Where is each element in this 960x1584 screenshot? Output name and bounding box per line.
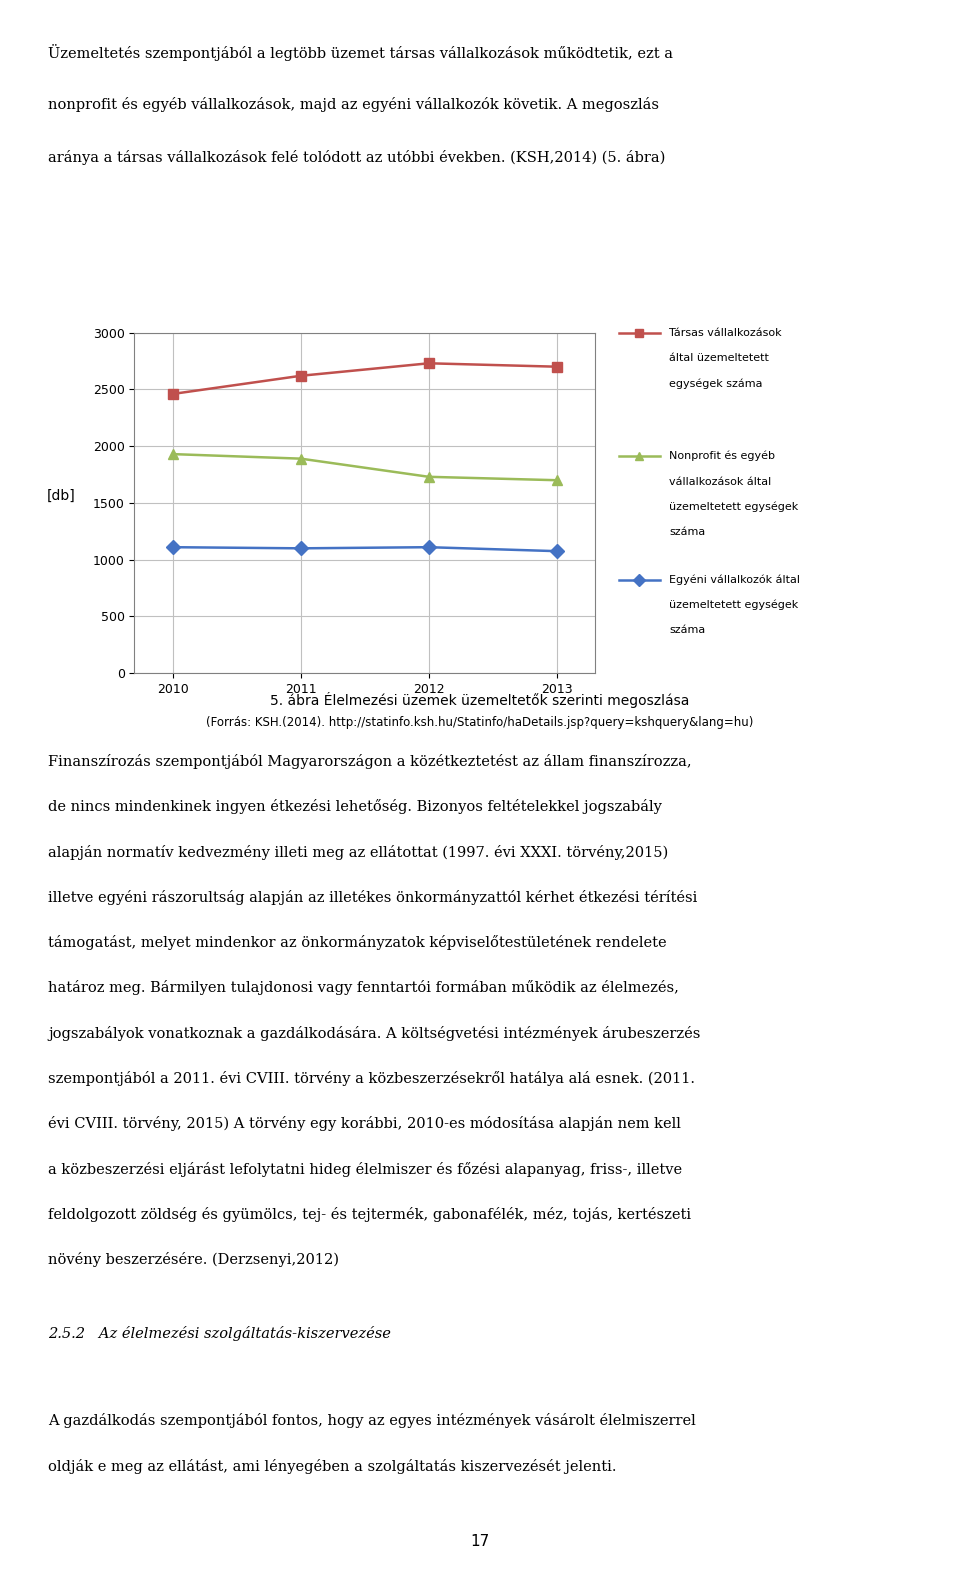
Text: szempontjából a 2011. évi CVIII. törvény a közbeszerzésekről hatálya alá esnek. : szempontjából a 2011. évi CVIII. törvény… xyxy=(48,1071,695,1087)
Text: alapján normatív kedvezmény illeti meg az ellátottat (1997. évi XXXI. törvény,20: alapján normatív kedvezmény illeti meg a… xyxy=(48,844,668,860)
Text: évi CVIII. törvény, 2015) A törvény egy korábbi, 2010-es módosítása alapján nem : évi CVIII. törvény, 2015) A törvény egy … xyxy=(48,1117,681,1131)
Text: üzemeltetett egységek: üzemeltetett egységek xyxy=(669,600,799,610)
Text: Egyéni vállalkozók által: Egyéni vállalkozók által xyxy=(669,575,800,584)
Text: nonprofit és egyéb vállalkozások, majd az egyéni vállalkozók követik. A megoszlá: nonprofit és egyéb vállalkozások, majd a… xyxy=(48,97,659,112)
Text: száma: száma xyxy=(669,527,706,537)
Text: egységek száma: egységek száma xyxy=(669,379,762,388)
Text: határoz meg. Bármilyen tulajdonosi vagy fenntartói formában működik az élelmezés: határoz meg. Bármilyen tulajdonosi vagy … xyxy=(48,980,679,995)
Text: de nincs mindenkinek ingyen étkezési lehetőség. Bizonyos feltételekkel jogszabál: de nincs mindenkinek ingyen étkezési leh… xyxy=(48,800,661,814)
Text: 17: 17 xyxy=(470,1535,490,1549)
Text: A gazdálkodás szempontjából fontos, hogy az egyes intézmények vásárolt élelmisze: A gazdálkodás szempontjából fontos, hogy… xyxy=(48,1413,696,1429)
Text: (Forrás: KSH.(2014). http://statinfo.ksh.hu/Statinfo/haDetails.jsp?query=kshquer: (Forrás: KSH.(2014). http://statinfo.ksh… xyxy=(206,716,754,729)
Text: vállalkozások által: vállalkozások által xyxy=(669,477,772,486)
Text: által üzemeltetett: által üzemeltetett xyxy=(669,353,769,363)
Text: száma: száma xyxy=(669,626,706,635)
Text: 2.5.2   Az élelmezési szolgáltatás-kiszervezése: 2.5.2 Az élelmezési szolgáltatás-kiszerv… xyxy=(48,1326,391,1342)
Text: növény beszerzésére. (Derzsenyi,2012): növény beszerzésére. (Derzsenyi,2012) xyxy=(48,1253,339,1267)
Text: aránya a társas vállalkozások felé tolódott az utóbbi években. (KSH,2014) (5. áb: aránya a társas vállalkozások felé tolód… xyxy=(48,150,665,165)
Text: Társas vállalkozások: Társas vállalkozások xyxy=(669,328,781,337)
Text: üzemeltetett egységek: üzemeltetett egységek xyxy=(669,502,799,512)
Text: a közbeszerzési eljárást lefolytatni hideg élelmiszer és főzési alapanyag, friss: a közbeszerzési eljárást lefolytatni hid… xyxy=(48,1161,683,1177)
Text: feldolgozott zöldség és gyümölcs, tej- és tejtermék, gabonafélék, méz, tojás, ke: feldolgozott zöldség és gyümölcs, tej- é… xyxy=(48,1207,691,1221)
Text: jogszabályok vonatkoznak a gazdálkodására. A költségvetési intézmények árubeszer: jogszabályok vonatkoznak a gazdálkodásár… xyxy=(48,1026,701,1041)
Text: támogatást, melyet mindenkor az önkormányzatok képviselőtestületének rendelete: támogatást, melyet mindenkor az önkormán… xyxy=(48,935,666,950)
Text: 5. ábra Élelmezési üzemek üzemeltetők szerinti megoszlása: 5. ábra Élelmezési üzemek üzemeltetők sz… xyxy=(271,692,689,708)
Text: illetve egyéni rászorultság alapján az illetékes önkormányzattól kérhet étkezési: illetve egyéni rászorultság alapján az i… xyxy=(48,890,697,904)
Text: Finanszírozás szempontjából Magyarországon a közétkeztetést az állam finanszíroz: Finanszírozás szempontjából Magyarország… xyxy=(48,754,691,768)
Text: Üzemeltetés szempontjából a legtöbb üzemet társas vállalkozások működtetik, ezt : Üzemeltetés szempontjából a legtöbb üzem… xyxy=(48,44,673,62)
Y-axis label: [db]: [db] xyxy=(46,489,75,504)
Text: oldják e meg az ellátást, ami lényegében a szolgáltatás kiszervezését jelenti.: oldják e meg az ellátást, ami lényegében… xyxy=(48,1459,616,1473)
Text: Nonprofit és egyéb: Nonprofit és egyéb xyxy=(669,451,775,461)
